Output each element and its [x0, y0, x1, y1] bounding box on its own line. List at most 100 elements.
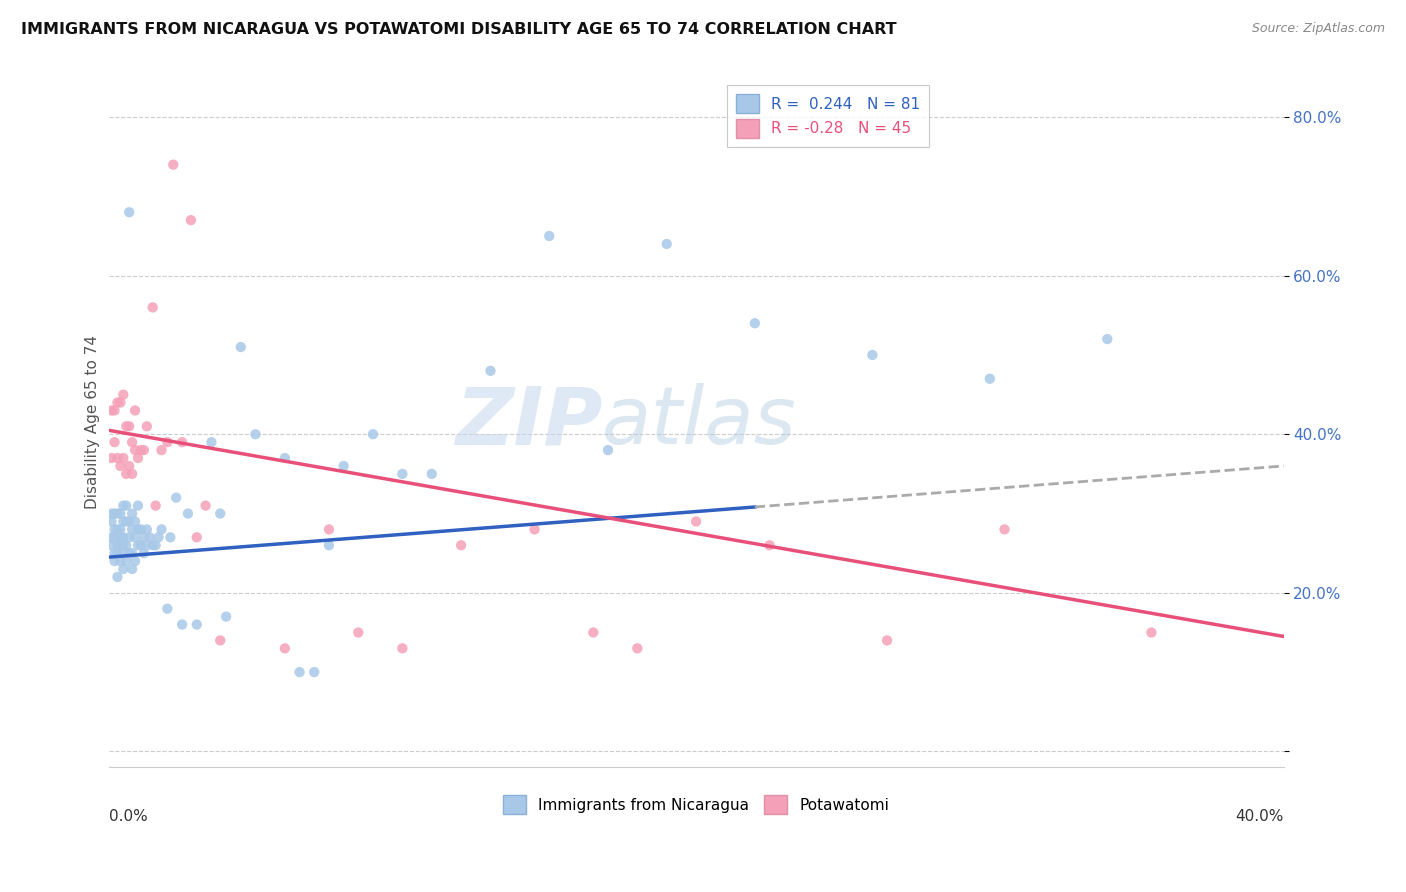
- Point: [194, 499, 217, 513]
- Point: [145, 499, 167, 513]
- Point: [107, 570, 129, 584]
- Text: 40.0%: 40.0%: [1236, 809, 1284, 823]
- Point: [274, 450, 297, 465]
- Point: [209, 507, 232, 521]
- Point: [391, 467, 413, 481]
- Text: ZIP: ZIP: [454, 384, 602, 461]
- Point: [159, 530, 181, 544]
- Point: [538, 229, 561, 244]
- Point: [100, 530, 122, 544]
- Point: [347, 625, 370, 640]
- Point: [121, 467, 143, 481]
- Point: [115, 554, 138, 568]
- Point: [103, 546, 125, 560]
- Point: [304, 665, 326, 679]
- Point: [129, 538, 152, 552]
- Text: 0.0%: 0.0%: [108, 809, 148, 823]
- Point: [127, 522, 149, 536]
- Point: [112, 387, 135, 401]
- Point: [118, 205, 141, 219]
- Point: [318, 522, 340, 536]
- Point: [523, 522, 546, 536]
- Point: [744, 316, 766, 330]
- Point: [129, 443, 152, 458]
- Point: [115, 515, 138, 529]
- Point: [115, 419, 138, 434]
- Legend: Immigrants from Nicaragua, Potawatomi: Immigrants from Nicaragua, Potawatomi: [495, 788, 897, 822]
- Point: [860, 348, 883, 362]
- Point: [685, 515, 707, 529]
- Point: [186, 617, 208, 632]
- Point: [112, 450, 135, 465]
- Point: [129, 522, 152, 536]
- Point: [103, 522, 125, 536]
- Point: [121, 435, 143, 450]
- Point: [156, 601, 179, 615]
- Point: [132, 443, 155, 458]
- Point: [110, 554, 132, 568]
- Point: [112, 546, 135, 560]
- Point: [245, 427, 267, 442]
- Point: [110, 507, 132, 521]
- Point: [110, 395, 132, 409]
- Point: [103, 530, 125, 544]
- Point: [118, 546, 141, 560]
- Point: [100, 507, 122, 521]
- Point: [177, 507, 200, 521]
- Point: [112, 538, 135, 552]
- Point: [150, 522, 173, 536]
- Point: [1140, 625, 1163, 640]
- Point: [758, 538, 780, 552]
- Point: [135, 538, 157, 552]
- Point: [162, 158, 184, 172]
- Point: [180, 213, 202, 227]
- Point: [112, 499, 135, 513]
- Point: [107, 522, 129, 536]
- Point: [110, 458, 132, 473]
- Point: [450, 538, 472, 552]
- Point: [127, 450, 149, 465]
- Point: [121, 546, 143, 560]
- Point: [110, 530, 132, 544]
- Point: [118, 515, 141, 529]
- Point: [103, 435, 125, 450]
- Point: [332, 458, 354, 473]
- Point: [121, 562, 143, 576]
- Text: Source: ZipAtlas.com: Source: ZipAtlas.com: [1251, 22, 1385, 36]
- Text: IMMIGRANTS FROM NICARAGUA VS POTAWATOMI DISABILITY AGE 65 TO 74 CORRELATION CHAR: IMMIGRANTS FROM NICARAGUA VS POTAWATOMI …: [21, 22, 897, 37]
- Point: [479, 364, 502, 378]
- Point: [115, 467, 138, 481]
- Point: [139, 530, 162, 544]
- Point: [124, 515, 146, 529]
- Point: [121, 522, 143, 536]
- Point: [582, 625, 605, 640]
- Point: [876, 633, 898, 648]
- Point: [186, 530, 208, 544]
- Point: [135, 419, 157, 434]
- Point: [115, 499, 138, 513]
- Point: [112, 562, 135, 576]
- Point: [993, 522, 1015, 536]
- Point: [112, 530, 135, 544]
- Point: [150, 443, 173, 458]
- Point: [391, 641, 413, 656]
- Point: [209, 633, 232, 648]
- Point: [107, 507, 129, 521]
- Point: [156, 435, 179, 450]
- Point: [215, 609, 238, 624]
- Point: [100, 515, 122, 529]
- Y-axis label: Disability Age 65 to 74: Disability Age 65 to 74: [86, 335, 100, 509]
- Point: [1097, 332, 1119, 346]
- Point: [596, 443, 619, 458]
- Point: [115, 538, 138, 552]
- Point: [103, 554, 125, 568]
- Point: [107, 395, 129, 409]
- Point: [124, 443, 146, 458]
- Point: [110, 522, 132, 536]
- Point: [288, 665, 311, 679]
- Point: [142, 538, 165, 552]
- Point: [110, 538, 132, 552]
- Point: [118, 419, 141, 434]
- Point: [170, 435, 193, 450]
- Point: [100, 450, 122, 465]
